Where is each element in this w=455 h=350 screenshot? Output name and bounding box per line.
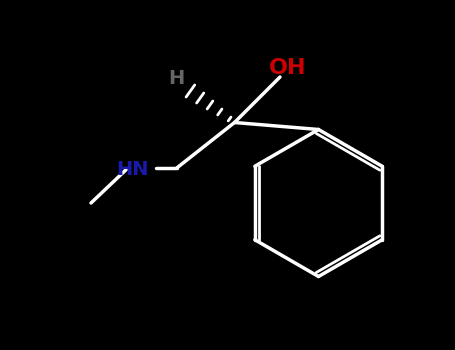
Text: HN: HN [117,160,149,179]
Text: H: H [169,69,185,88]
Text: OH: OH [269,58,307,78]
